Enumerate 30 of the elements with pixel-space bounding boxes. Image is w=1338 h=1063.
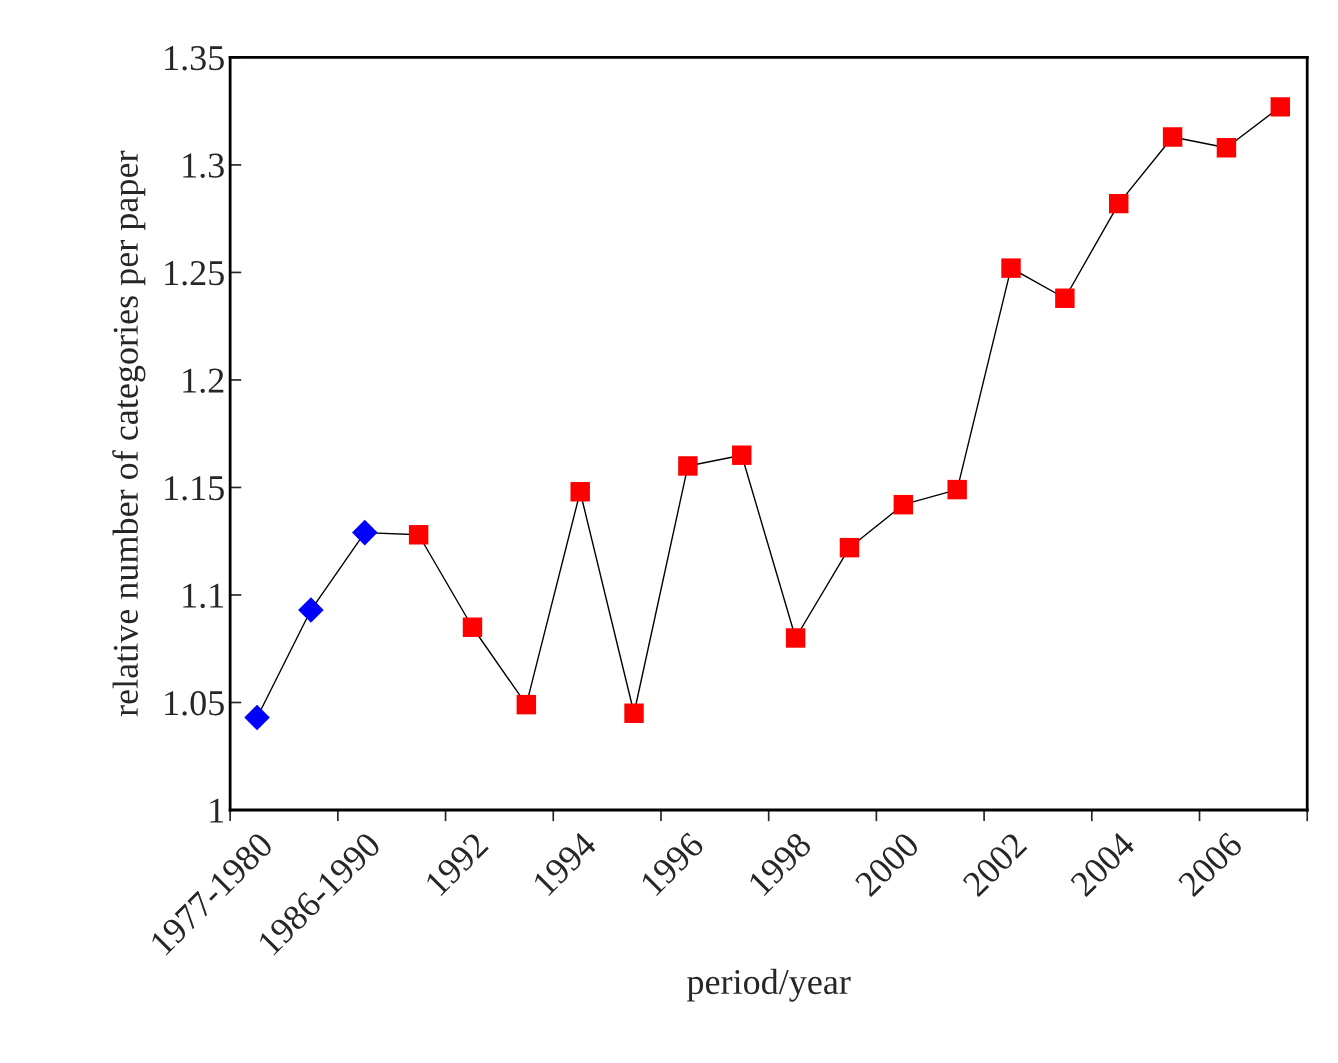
point	[462, 617, 483, 637]
point	[1055, 288, 1075, 308]
y-tick-label: 1.2	[183, 368, 224, 393]
point	[408, 525, 429, 545]
point	[1001, 258, 1021, 278]
point	[678, 456, 698, 476]
point	[298, 597, 324, 623]
point	[893, 494, 914, 515]
point	[624, 703, 644, 723]
point	[1270, 97, 1291, 117]
point	[352, 519, 378, 546]
y-tick-label: 1.25	[165, 261, 224, 286]
point	[1109, 193, 1129, 214]
y-tick-label: 1.05	[165, 691, 224, 716]
y-tick-label: 1	[210, 798, 224, 823]
y-axis-title: relative number of categories per paper	[112, 150, 146, 717]
point	[785, 628, 806, 648]
point	[1162, 127, 1183, 147]
y-tick-label: 1.1	[183, 583, 224, 609]
point	[947, 479, 967, 500]
point	[732, 445, 752, 465]
point	[244, 704, 270, 731]
y-tick-label: 1.3	[183, 153, 224, 178]
y-tick-label: 1.35	[165, 46, 224, 71]
point	[1216, 137, 1237, 158]
x-axis-title: period/year	[687, 968, 851, 1002]
point	[839, 537, 860, 558]
point	[570, 482, 590, 502]
y-tick-label: 1.15	[165, 476, 224, 501]
point	[516, 694, 537, 715]
